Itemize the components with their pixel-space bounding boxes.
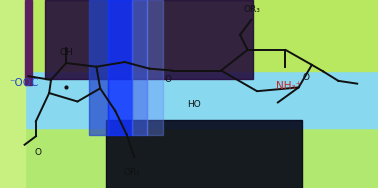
Bar	[25, 0, 32, 85]
Text: NH₃⁺: NH₃⁺	[276, 81, 301, 92]
Text: ⁻OOC: ⁻OOC	[9, 78, 39, 88]
Text: O: O	[303, 73, 310, 82]
Text: HO: HO	[187, 100, 201, 109]
Text: OR₁: OR₁	[124, 168, 141, 177]
Bar	[0, 128, 378, 188]
Bar	[89, 0, 108, 135]
Bar	[132, 0, 147, 135]
Text: O: O	[165, 75, 172, 84]
Bar	[45, 0, 253, 79]
Bar	[0, 71, 378, 128]
Bar	[0, 0, 378, 71]
Text: OR₃: OR₃	[244, 5, 261, 14]
Bar	[106, 120, 302, 188]
Bar	[108, 0, 132, 135]
Bar	[0, 0, 25, 188]
Text: O: O	[34, 148, 41, 157]
Bar	[147, 0, 163, 135]
Text: OH: OH	[59, 48, 73, 57]
